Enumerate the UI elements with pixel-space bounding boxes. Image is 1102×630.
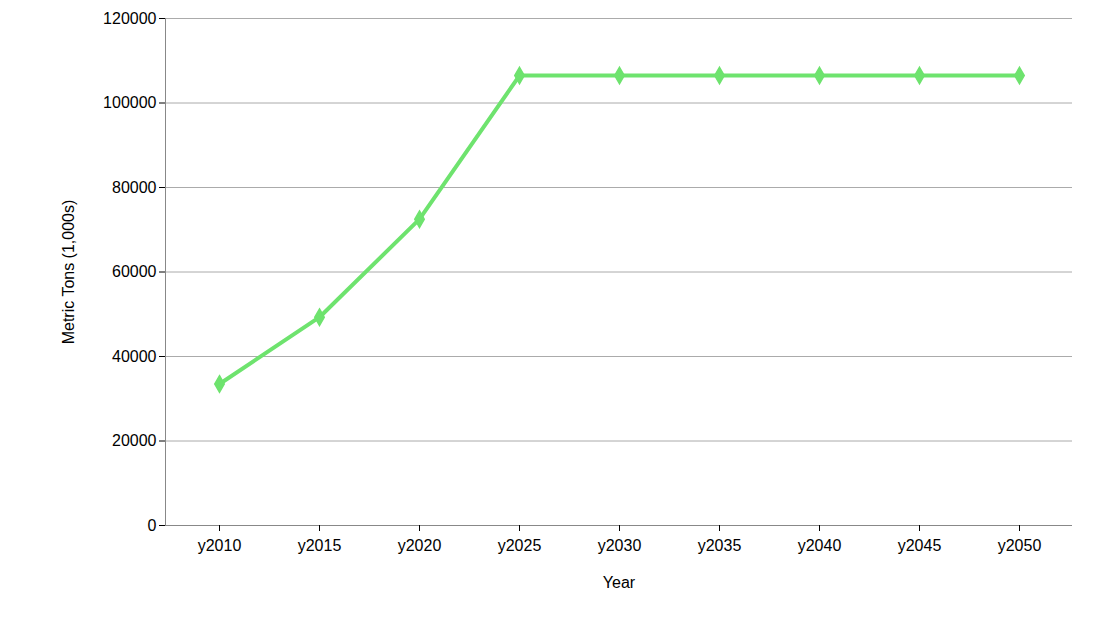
svg-text:100000: 100000: [103, 94, 156, 111]
svg-text:y2050: y2050: [998, 537, 1042, 554]
svg-text:Year: Year: [603, 574, 636, 591]
svg-text:y2025: y2025: [498, 537, 542, 554]
svg-text:Metric Tons (1,000s): Metric Tons (1,000s): [60, 200, 77, 345]
svg-text:80000: 80000: [112, 179, 157, 196]
svg-text:0: 0: [148, 517, 157, 534]
svg-text:40000: 40000: [112, 348, 157, 365]
svg-text:20000: 20000: [112, 432, 157, 449]
svg-text:y2030: y2030: [598, 537, 642, 554]
svg-text:y2040: y2040: [798, 537, 842, 554]
svg-text:120000: 120000: [103, 10, 156, 27]
svg-text:y2020: y2020: [398, 537, 442, 554]
svg-text:y2010: y2010: [198, 537, 242, 554]
svg-text:y2035: y2035: [698, 537, 742, 554]
svg-text:60000: 60000: [112, 263, 157, 280]
svg-text:y2045: y2045: [898, 537, 942, 554]
svg-text:y2015: y2015: [298, 537, 342, 554]
